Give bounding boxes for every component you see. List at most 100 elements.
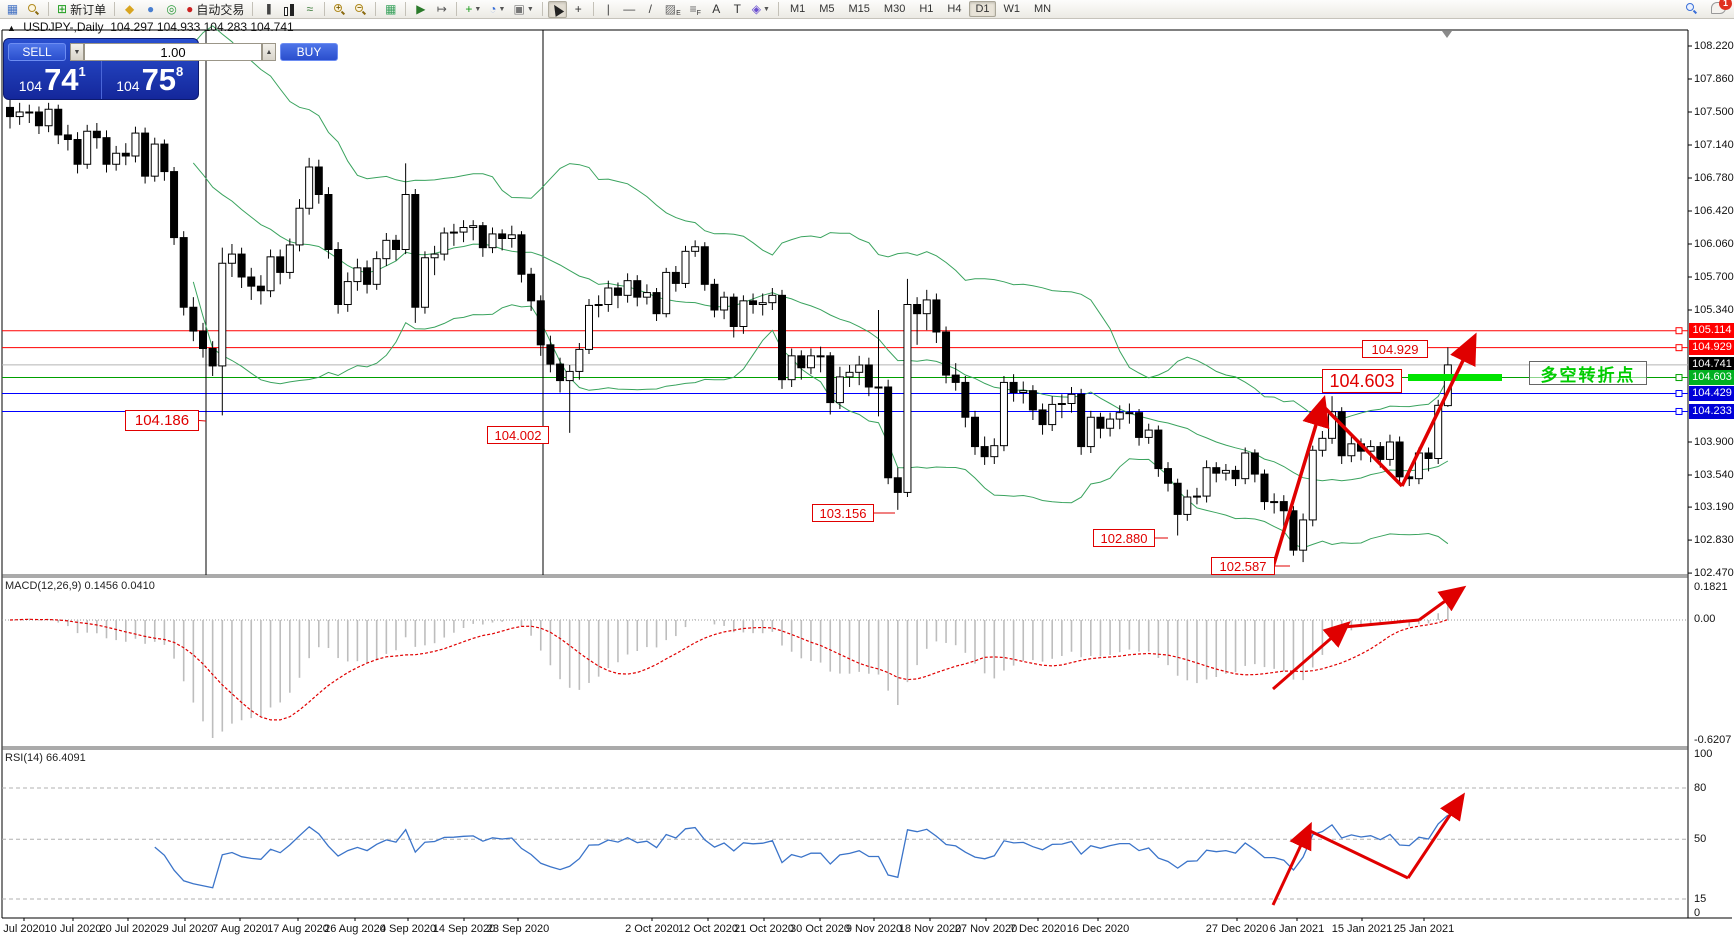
zoom-out-icon[interactable]: −	[351, 1, 370, 18]
toolbar-separator	[541, 2, 543, 16]
candle-body	[951, 374, 960, 383]
candle-body	[517, 234, 526, 275]
indicators-add-icon-glyph: +	[465, 2, 473, 16]
trendline-tool[interactable]: /	[641, 1, 660, 18]
candlestick-mode-icon[interactable]	[279, 1, 298, 18]
price-callout-label[interactable]: 104.603	[1322, 369, 1402, 393]
date-axis-label: 26 Aug 2020	[324, 923, 386, 935]
sell-price-big: 74	[44, 62, 79, 97]
one-click-trading-panel: SELL ▼ ▲ BUY 104 74 1 104 75 8	[3, 38, 338, 100]
price-callout-label[interactable]: 102.587	[1211, 557, 1275, 575]
trend-arrow	[1418, 585, 1467, 622]
volume-input[interactable]	[84, 43, 262, 61]
timeframe-m15[interactable]: M15	[848, 3, 870, 15]
callout-connector	[198, 420, 207, 422]
price-callout-label[interactable]: 104.929	[1362, 340, 1428, 358]
search-icon[interactable]	[1686, 2, 1698, 14]
bar-chart-mode-icon[interactable]: |||	[258, 1, 277, 18]
buy-price-base: 104	[116, 78, 140, 94]
candle-body	[179, 237, 188, 308]
indicators-add-icon[interactable]: + ▼	[465, 2, 482, 16]
chart-shift-marker[interactable]	[1442, 31, 1452, 38]
timeframe-h4[interactable]: H4	[947, 3, 962, 15]
zoom-in-icon-glyph: +	[334, 3, 346, 15]
data-window-icon[interactable]	[24, 1, 43, 18]
symbol-ohlc: 104.297 104.933 104.283 104.741	[110, 20, 294, 34]
date-axis-label: 27 Nov 2020	[954, 923, 1018, 935]
candle-body	[1395, 441, 1404, 478]
candle-body	[401, 194, 410, 251]
candle-body	[527, 273, 536, 302]
date-axis-label: 16 Dec 2020	[1066, 923, 1130, 935]
candle-body	[1279, 501, 1288, 512]
zoom-in-icon[interactable]: +	[330, 1, 349, 18]
candle-body	[633, 280, 642, 298]
market-watch-icon[interactable]: ▦	[3, 1, 22, 18]
candle-body	[536, 300, 545, 346]
buy-price[interactable]: 104 75 8	[102, 61, 199, 99]
candle-body	[1019, 390, 1028, 394]
turning-point-label[interactable]: 多空转折点	[1529, 361, 1647, 385]
signals-icon[interactable]: ◎	[162, 1, 181, 18]
toolbar-separator	[592, 2, 594, 16]
timeframe-m5[interactable]: M5	[819, 3, 835, 15]
new-order-button[interactable]: ⊞ 新订单	[57, 2, 107, 17]
trend-arrow	[1400, 332, 1477, 487]
price-axis-tick-label: 107.140	[1694, 139, 1734, 151]
candle-body	[903, 304, 912, 493]
buy-button[interactable]: BUY	[280, 43, 338, 61]
crosshair-tool[interactable]: +	[569, 1, 588, 18]
arrows-tool[interactable]: ◈ ▼	[751, 2, 770, 16]
date-axis-label: 12 Oct 2020	[678, 923, 738, 935]
horizontal-line-tool[interactable]: —	[620, 1, 639, 18]
date-axis-label: 7 Dec 2020	[1009, 923, 1067, 935]
vertical-line-tool[interactable]: |	[599, 1, 618, 18]
price-callout-label[interactable]: 102.880	[1093, 529, 1155, 547]
date-axis-label: 27 Dec 2020	[1205, 923, 1269, 935]
volume-decrease-button[interactable]: ▼	[70, 43, 84, 61]
candle-body	[150, 143, 159, 177]
price-callout-label[interactable]: 103.156	[812, 504, 874, 522]
candle-body	[208, 348, 217, 367]
periods-icon[interactable]: ◔ ▼	[489, 2, 506, 16]
community-icon[interactable]: ●	[141, 1, 160, 18]
rsi-axis-label: 100	[1694, 748, 1713, 760]
sell-price[interactable]: 104 74 1	[4, 61, 102, 99]
sell-button[interactable]: SELL	[8, 43, 66, 61]
candle-body	[1270, 501, 1279, 504]
candle-body	[112, 152, 121, 165]
timeframe-mn[interactable]: MN	[1034, 3, 1052, 15]
mql-market-icon[interactable]: ◆	[120, 1, 139, 18]
equidistant-channel-tool[interactable]: ▨ E	[664, 2, 681, 17]
text-label-tool[interactable]: T	[728, 1, 747, 18]
expand-arrow-icon[interactable]: ▲	[7, 23, 16, 33]
price-axis-tick-label: 107.500	[1694, 106, 1734, 118]
timeframe-h1[interactable]: H1	[919, 3, 934, 15]
timeframe-d1[interactable]: D1	[969, 1, 996, 17]
timeframe-w1[interactable]: W1	[1003, 3, 1021, 15]
auto-scroll-icon[interactable]: ▶	[411, 1, 430, 18]
templates-icon[interactable]: ▣ ▼	[513, 2, 534, 16]
candle-body	[1096, 416, 1105, 429]
cursor-tool[interactable]	[547, 0, 567, 18]
volume-increase-button[interactable]: ▲	[262, 43, 276, 61]
date-axis-label: 23 Sep 2020	[486, 923, 550, 935]
timeframe-m30[interactable]: M30	[883, 3, 906, 15]
price-axis-badge: 104.429	[1689, 386, 1734, 401]
candle-body	[1241, 452, 1250, 480]
rsi-line	[154, 814, 1449, 889]
toolbar-separator	[375, 2, 377, 16]
price-axis-tick-label: 106.420	[1694, 205, 1734, 217]
timeframe-m1[interactable]: M1	[789, 3, 806, 15]
price-callout-label[interactable]: 104.002	[487, 426, 549, 444]
fibonacci-tool[interactable]: ≡ F	[689, 2, 701, 17]
text-tool[interactable]: A	[707, 1, 726, 18]
tile-windows-icon[interactable]: ▦	[381, 1, 400, 18]
notifications-icon[interactable]: 1	[1711, 0, 1732, 14]
line-chart-mode-icon[interactable]: ≈	[300, 1, 319, 18]
price-callout-label[interactable]: 104.186	[125, 410, 199, 431]
autotrade-button[interactable]: ● 自动交易	[186, 2, 245, 17]
chart-shift-icon[interactable]: ↦	[432, 1, 451, 18]
rsi-axis-label: 0	[1694, 907, 1701, 919]
